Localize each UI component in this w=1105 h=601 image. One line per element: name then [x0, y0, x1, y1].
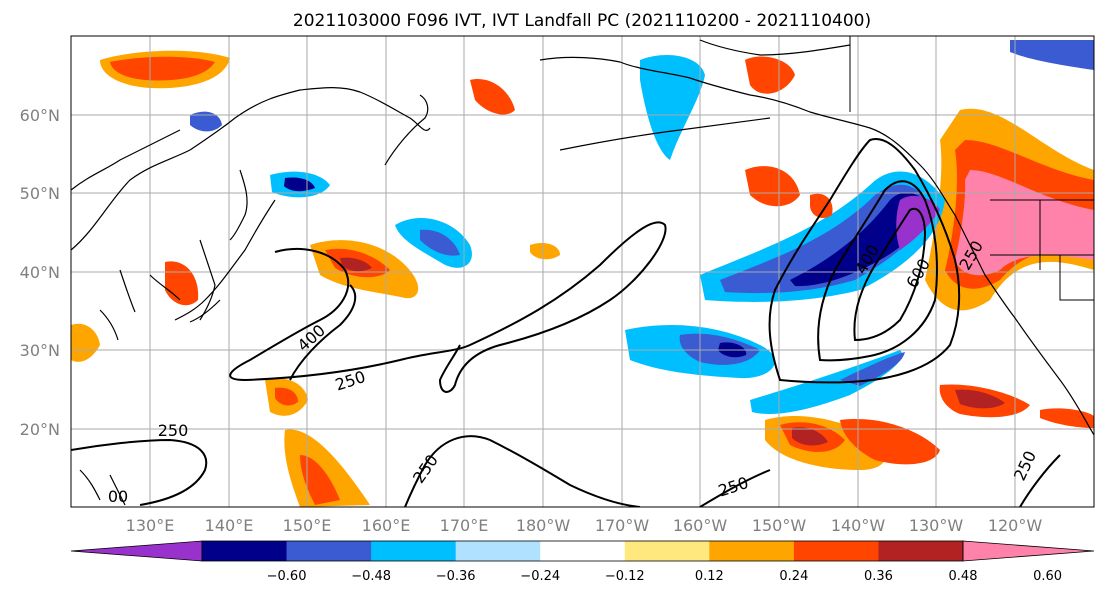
- contour-250-west: [229, 221, 667, 393]
- lon-tick-170w: 170°W: [595, 516, 650, 535]
- lon-tick-150e: 150°E: [283, 516, 332, 535]
- lon-tick-labels: 130°E 140°E 150°E 160°E 170°E 180°W 170°…: [126, 516, 1043, 535]
- colorbar-tick-label: −0.24: [520, 569, 560, 584]
- coastline-alaska-north: [699, 39, 851, 56]
- positive-blob-east-subtropic2-max: [955, 389, 1005, 409]
- lat-tick-40n: 40°N: [20, 263, 60, 282]
- coastline-japan: [174, 199, 276, 323]
- negative-band-ar-core: [790, 192, 930, 287]
- lon-tick-160w: 160°W: [673, 516, 728, 535]
- map-title: 2021103000 F096 IVT, IVT Landfall PC (20…: [293, 11, 871, 31]
- positive-blob-hawaii-south-max: [792, 427, 828, 446]
- coastline-philippines: [79, 469, 126, 506]
- colorbar-extend-high: [962, 540, 1095, 562]
- colorbar-segment: [793, 541, 879, 561]
- colorbar-segment: [455, 541, 541, 561]
- negative-blob-np-core: [420, 229, 460, 256]
- lat-tick-labels: 60°N 50°N 40°N 30°N 20°N: [20, 106, 60, 439]
- coastline-kamchatka: [384, 94, 429, 166]
- lat-tick-30n: 30°N: [20, 341, 60, 360]
- colorbar-tick-label: −0.36: [436, 569, 476, 584]
- positive-blob-yellow-rim: [530, 243, 560, 260]
- lon-tick-150w: 150°W: [752, 516, 807, 535]
- colorbar-tick-label: −0.48: [351, 569, 391, 584]
- coastline-aleutians: [559, 117, 771, 151]
- colorbar-segment: [878, 541, 964, 561]
- contour-label-fragment: 00: [108, 487, 128, 506]
- positive-blob-westcoast-max: [955, 170, 1094, 276]
- contour-250-east-s: [699, 469, 771, 507]
- lon-tick-140w: 140°W: [831, 516, 886, 535]
- colorbar-segment: [202, 541, 288, 561]
- ivt-contours: [71, 138, 1061, 507]
- positive-blob-east-subtropic: [840, 419, 940, 465]
- positive-blob-gulf: [745, 166, 800, 207]
- colorbar-tick-label: 0.48: [949, 569, 978, 584]
- positive-blob-alaska-n: [745, 56, 795, 94]
- lon-tick-170e: 170°E: [440, 516, 489, 535]
- positive-blob-eastasia-max: [340, 257, 372, 272]
- colorbar-segment: [709, 541, 795, 561]
- contour-250-south: [404, 435, 641, 507]
- negative-blob-bering: [190, 111, 222, 132]
- lon-tick-180w: 180°W: [516, 516, 571, 535]
- contour-250-bottom: [71, 438, 208, 506]
- colorbar-tick-label: −0.60: [267, 569, 307, 584]
- lon-tick-160e: 160°E: [362, 516, 411, 535]
- contour-600-ar: [853, 207, 927, 342]
- contour-label-250-bottomleft: 250: [158, 421, 189, 440]
- positive-blob-southwest-core: [300, 455, 340, 505]
- colorbar-segment: [286, 541, 372, 561]
- colorbar-frame: [201, 540, 964, 562]
- lon-tick-130w: 130°W: [909, 516, 964, 535]
- negative-blob-bc-north: [1010, 40, 1094, 70]
- map-frame: [70, 35, 1095, 508]
- positive-blob-gulf2: [810, 193, 833, 219]
- negative-band-ar-mid: [720, 184, 930, 294]
- colorbar-segment: [540, 541, 626, 561]
- colorbar-segment: [624, 541, 710, 561]
- colorbar-tick-label: 0.36: [864, 569, 893, 584]
- coastline-alaska: [539, 56, 1094, 436]
- contour-400-ar: [817, 180, 938, 362]
- lon-tick-120w: 120°W: [988, 516, 1043, 535]
- contour-250-ar-outer: [768, 138, 961, 384]
- positive-blob-central-n: [470, 79, 515, 115]
- lon-tick-130e: 130°E: [126, 516, 175, 535]
- contour-250-far-east: [1019, 454, 1061, 507]
- lon-tick-140e: 140°E: [205, 516, 254, 535]
- map-panel: 400 250 250 250 250 00 400 600 250 250: [71, 36, 1094, 507]
- coastlines: [71, 39, 1094, 506]
- colorbar-segment: [371, 541, 457, 561]
- border-state-3: [1059, 255, 1094, 301]
- coastline-asia: [71, 87, 431, 341]
- positive-blob-siberia-core: [110, 56, 215, 81]
- positive-blob-far-west-edge: [71, 323, 100, 362]
- colorbar-tick-label: −0.12: [605, 569, 645, 584]
- colorbar: −0.60 −0.48 −0.36 −0.24 −0.12 0.12 0.24 0.36 0.4…: [70, 540, 1095, 584]
- lat-tick-60n: 60°N: [20, 106, 60, 125]
- colorbar-tick-label: 0.24: [779, 569, 808, 584]
- colorbar-segments: [70, 540, 1095, 562]
- colorbar-ticks: −0.60 −0.48 −0.36 −0.24 −0.12 0.12 0.24 0.36 0.4…: [267, 569, 1062, 584]
- lat-tick-20n: 20°N: [20, 420, 60, 439]
- borders: [849, 36, 1094, 301]
- colorbar-extend-low: [70, 540, 203, 562]
- negative-band-south-core: [840, 352, 905, 386]
- colorbar-tick-label: 0.60: [1033, 569, 1062, 584]
- positive-blob-subtropic-west-core: [275, 387, 298, 406]
- contour-400-west: [289, 284, 357, 381]
- colorbar-tick-label: 0.12: [695, 569, 724, 584]
- lat-tick-50n: 50°N: [20, 184, 60, 203]
- positive-blob-east-subtropic3: [1040, 408, 1094, 428]
- positive-blob-southwest: [284, 429, 370, 507]
